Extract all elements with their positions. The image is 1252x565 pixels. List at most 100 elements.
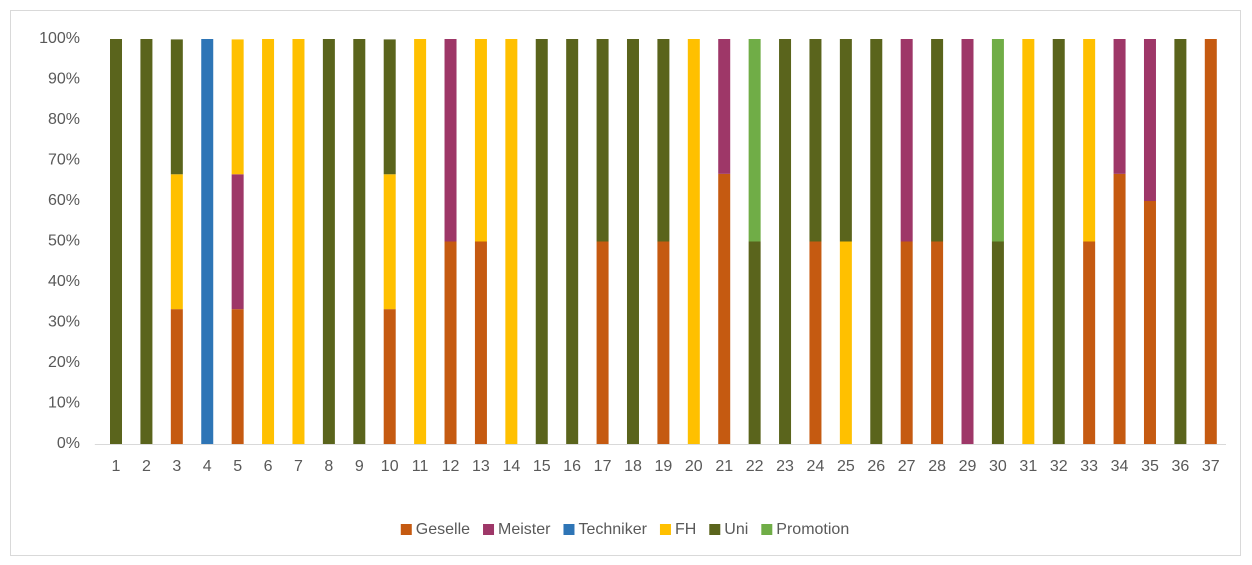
bar-segment xyxy=(353,39,366,444)
bar-segment xyxy=(718,173,731,445)
x-tick-label: 8 xyxy=(324,458,333,475)
y-tick-label: 90% xyxy=(48,71,80,88)
x-tick-label: 7 xyxy=(294,458,303,475)
x-tick-label: 6 xyxy=(264,458,273,475)
bar-segment xyxy=(870,39,883,444)
x-tick-label: 21 xyxy=(715,458,733,475)
x-tick-label: 18 xyxy=(624,458,642,475)
bar-segment xyxy=(1083,39,1096,242)
x-tick-label: 13 xyxy=(472,458,490,475)
x-tick-label: 29 xyxy=(959,458,977,475)
bar-segment xyxy=(1022,39,1035,444)
bar-segment xyxy=(1052,39,1065,444)
bar-segment xyxy=(1113,173,1126,445)
legend-label: Uni xyxy=(724,521,748,538)
x-tick-label: 9 xyxy=(355,458,364,475)
bar-segment xyxy=(566,39,579,444)
x-tick-label: 12 xyxy=(442,458,460,475)
bar-segment xyxy=(596,241,609,444)
bar-segment xyxy=(474,241,487,444)
bar-segment xyxy=(414,39,427,444)
bar-segment xyxy=(961,39,974,444)
x-tick-label: 26 xyxy=(867,458,885,475)
bar-segment xyxy=(687,39,700,444)
bar-segment xyxy=(170,174,183,310)
bar-segment xyxy=(474,39,487,242)
x-tick-label: 28 xyxy=(928,458,946,475)
bar-segment xyxy=(900,39,913,242)
bar-segment xyxy=(383,39,396,175)
x-tick-label: 5 xyxy=(233,458,242,475)
legend-swatch xyxy=(659,524,671,535)
legend-swatch xyxy=(709,524,721,535)
y-tick-label: 50% xyxy=(48,233,80,250)
bar-segment xyxy=(596,39,609,242)
x-tick-label: 32 xyxy=(1050,458,1068,475)
bar-segment xyxy=(779,39,792,444)
bar-segment xyxy=(1204,39,1217,444)
x-tick-label: 23 xyxy=(776,458,794,475)
bar-segment xyxy=(626,39,639,444)
x-tick-label: 34 xyxy=(1111,458,1129,475)
x-tick-label: 25 xyxy=(837,458,855,475)
bar-segment xyxy=(748,241,761,444)
bar-segment xyxy=(931,39,944,242)
bar-segment xyxy=(444,39,457,242)
x-tick-label: 27 xyxy=(898,458,916,475)
x-tick-label: 20 xyxy=(685,458,703,475)
bar-segment xyxy=(1143,201,1156,444)
y-tick-label: 0% xyxy=(57,435,80,452)
x-tick-label: 36 xyxy=(1171,458,1189,475)
legend-swatch xyxy=(483,524,495,535)
x-tick-label: 31 xyxy=(1019,458,1037,475)
y-tick-label: 70% xyxy=(48,152,80,169)
y-tick-label: 40% xyxy=(48,273,80,290)
legend-swatch xyxy=(563,524,575,535)
bar-segment xyxy=(444,241,457,444)
bar-segment xyxy=(231,39,244,175)
bar-segment xyxy=(231,309,244,444)
x-tick-label: 22 xyxy=(746,458,764,475)
x-tick-label: 24 xyxy=(807,458,825,475)
x-tick-label: 3 xyxy=(172,458,181,475)
y-tick-label: 100% xyxy=(39,30,80,47)
legend-label: FH xyxy=(675,521,696,538)
chart-frame xyxy=(10,10,1241,556)
bar-segment xyxy=(505,39,518,444)
bar-segment xyxy=(991,241,1004,444)
bar-segment xyxy=(1083,241,1096,444)
bar-segment xyxy=(748,39,761,242)
bar-segment xyxy=(292,39,305,444)
bar-segment xyxy=(839,39,852,242)
y-tick-label: 10% xyxy=(48,395,80,412)
x-tick-label: 4 xyxy=(203,458,212,475)
x-tick-label: 10 xyxy=(381,458,399,475)
bar-segment xyxy=(809,39,822,242)
y-tick-label: 60% xyxy=(48,192,80,209)
bar-segment xyxy=(991,39,1004,242)
x-tick-label: 1 xyxy=(112,458,121,475)
y-tick-label: 20% xyxy=(48,354,80,371)
bar-segment xyxy=(201,39,214,444)
x-tick-label: 15 xyxy=(533,458,551,475)
x-tick-label: 2 xyxy=(142,458,151,475)
bar-segment xyxy=(1174,39,1187,444)
bar-segment xyxy=(322,39,335,444)
x-tick-label: 16 xyxy=(563,458,581,475)
x-tick-label: 33 xyxy=(1080,458,1098,475)
x-tick-label: 17 xyxy=(594,458,612,475)
x-tick-label: 19 xyxy=(655,458,673,475)
bar-segment xyxy=(1113,39,1126,174)
bar-segment xyxy=(1143,39,1156,201)
bar-segment xyxy=(718,39,731,174)
bar-segment xyxy=(809,241,822,444)
x-tick-label: 30 xyxy=(989,458,1007,475)
y-tick-label: 30% xyxy=(48,314,80,331)
bar-segment xyxy=(383,309,396,444)
legend-swatch xyxy=(400,524,412,535)
bar-segment xyxy=(170,39,183,175)
x-tick-label: 11 xyxy=(412,458,429,475)
bar-segment xyxy=(231,174,244,310)
bar-segment xyxy=(140,39,153,444)
